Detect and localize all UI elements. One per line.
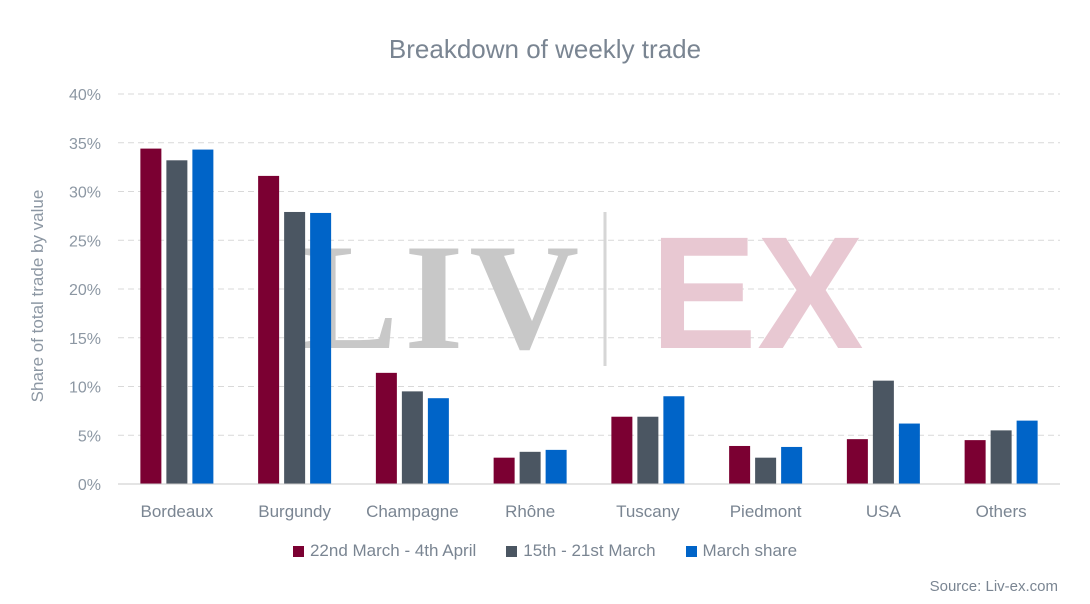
bar — [140, 148, 162, 484]
bar — [166, 160, 188, 485]
legend-item: 15th - 21st March — [506, 541, 656, 561]
bars — [140, 148, 1038, 485]
bar — [519, 451, 541, 484]
watermark-liv: LIV — [297, 213, 585, 381]
bar — [637, 416, 659, 484]
legend-swatch — [292, 545, 304, 557]
bar — [1016, 420, 1038, 484]
bar — [258, 175, 280, 484]
x-tick-label: Bordeaux — [140, 502, 213, 521]
y-tick-label: 0% — [78, 477, 101, 494]
legend-label: March share — [702, 541, 798, 560]
watermark-ex: EX — [650, 203, 863, 382]
y-tick-label: 10% — [69, 380, 101, 397]
x-tick-label: Tuscany — [616, 502, 680, 521]
legend: 22nd March - 4th April 15th - 21st March M… — [0, 541, 1090, 561]
bar — [729, 445, 751, 484]
y-tick-label: 30% — [69, 185, 101, 202]
bar — [872, 380, 894, 484]
source-note: Source: Liv-ex.com — [929, 578, 1058, 595]
legend-label: 15th - 21st March — [523, 541, 656, 560]
legend-label: 22nd March - 4th April — [309, 541, 477, 560]
y-tick-label: 15% — [69, 331, 101, 348]
y-tick-label: 35% — [69, 136, 101, 153]
bar — [401, 391, 423, 484]
bar — [375, 372, 397, 484]
y-tick-label: 40% — [69, 87, 101, 104]
bar — [545, 449, 567, 484]
legend-swatch — [685, 545, 697, 557]
bar — [964, 440, 986, 484]
bar — [493, 457, 515, 484]
bar — [898, 423, 920, 484]
bar — [846, 439, 868, 484]
chart-plot: LIV EX 0% 5% 10% 15% 20% 25% 30% 35% 40% Bordeaux… — [69, 87, 1060, 521]
bar — [990, 430, 1012, 484]
bar — [611, 416, 633, 484]
bar — [284, 211, 306, 484]
x-tick-label: Piedmont — [730, 502, 802, 521]
legend-item: 22nd March - 4th April — [292, 541, 477, 561]
bar — [310, 212, 332, 484]
axes: 0% 5% 10% 15% 20% 25% 30% 35% 40% Bordeaux Burgund… — [69, 87, 1060, 521]
x-tick-label: Burgundy — [258, 502, 331, 521]
x-tick-label: Others — [976, 502, 1027, 521]
legend-swatch — [506, 545, 518, 557]
bar — [192, 149, 214, 484]
chart-title: Breakdown of weekly trade — [388, 34, 702, 64]
y-tick-label: 20% — [69, 282, 101, 299]
x-tick-label: USA — [866, 502, 902, 521]
gridlines — [118, 93, 1060, 436]
legend-item: March share — [685, 541, 798, 561]
bar — [755, 457, 777, 484]
watermark-logo: LIV EX — [297, 203, 864, 382]
y-tick-label: 5% — [78, 428, 101, 445]
bar — [781, 446, 803, 484]
x-tick-label: Rhône — [505, 502, 555, 521]
bar — [427, 398, 449, 484]
bar — [663, 396, 685, 484]
x-tick-label: Champagne — [366, 502, 459, 521]
y-tick-label: 25% — [69, 233, 101, 250]
